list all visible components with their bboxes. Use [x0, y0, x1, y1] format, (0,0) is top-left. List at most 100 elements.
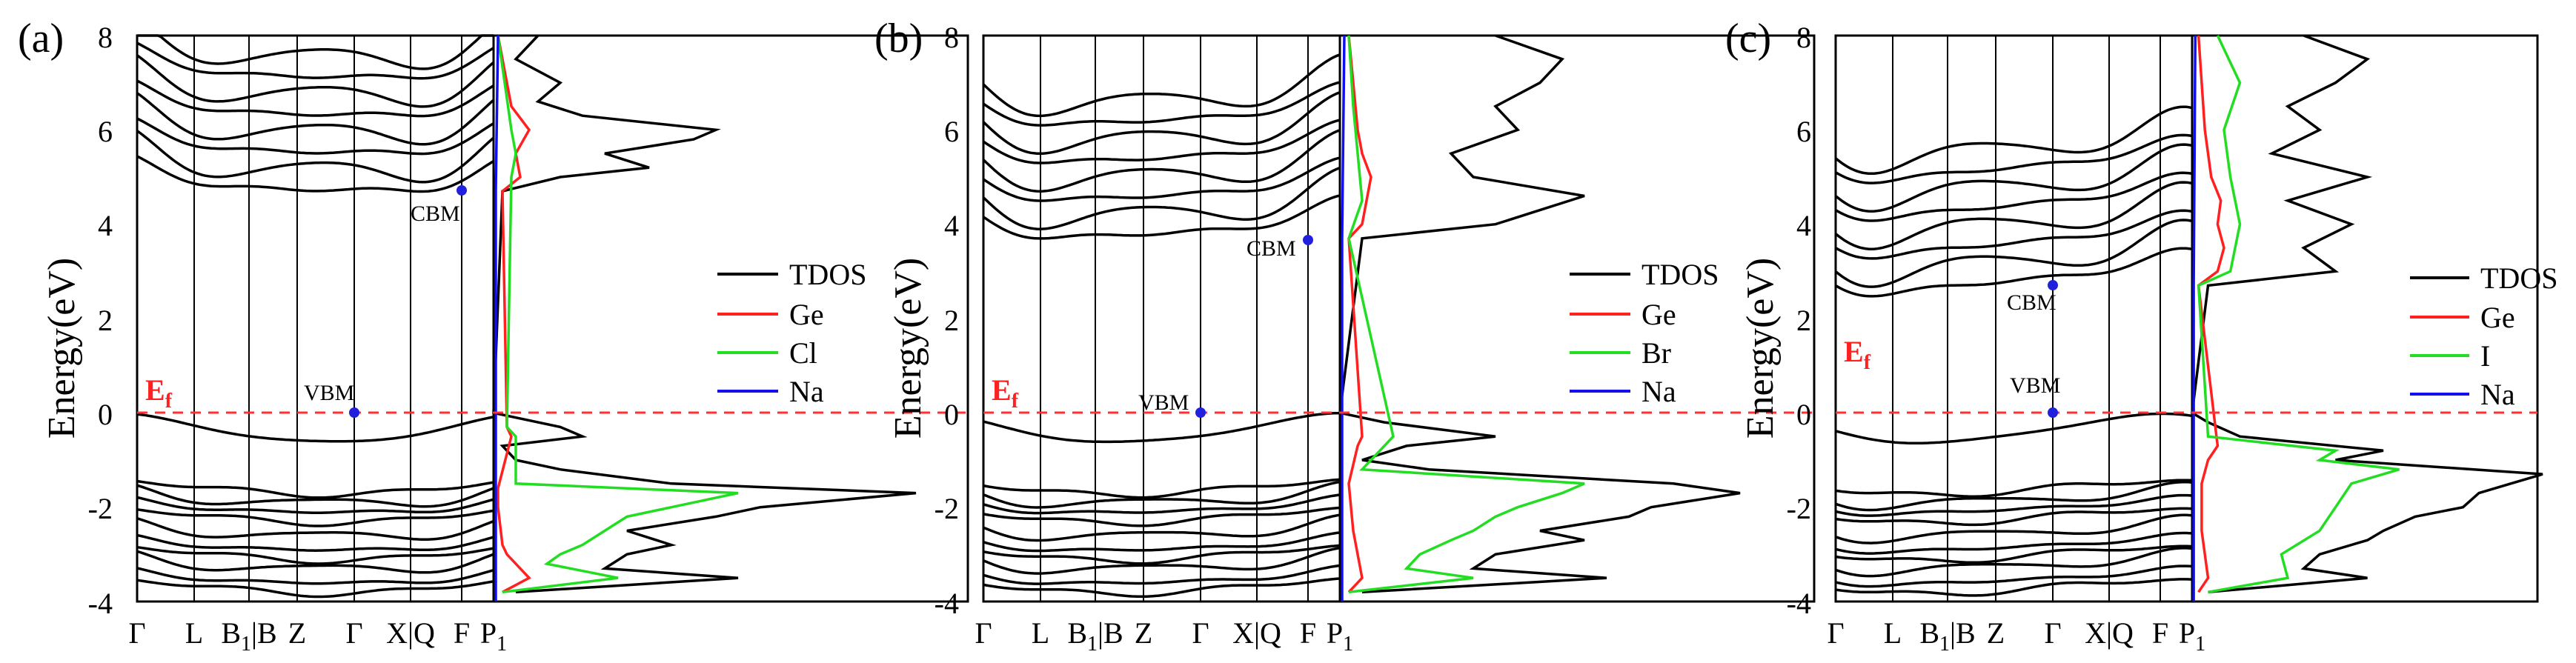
band-line: [1834, 219, 2193, 288]
y-tick-label: 6: [944, 115, 959, 148]
dos-curve-na: [1341, 35, 1346, 602]
k-label: F: [2152, 616, 2168, 650]
band-line: [983, 411, 1341, 444]
k-label: L: [1884, 616, 1902, 650]
y-tick-label: 8: [944, 21, 959, 54]
y-tick-label: 0: [944, 398, 959, 431]
y-tick-label: 6: [98, 115, 113, 148]
high-symmetry-lines: [1892, 36, 2161, 602]
y-axis-label: Energy(eV): [887, 258, 929, 439]
y-tick-labels: -4 -2 0 2 4 6 8: [1787, 21, 1811, 620]
y-axis-label: Energy(eV): [1739, 258, 1782, 439]
band-line: [1835, 493, 2193, 517]
k-label: P1: [2179, 616, 2205, 656]
band-lines: [982, 53, 1341, 599]
dos-curves: [1338, 34, 1741, 602]
dos-curves: [492, 34, 917, 602]
band-line: [1835, 507, 2193, 527]
band-line: [136, 496, 494, 514]
y-tick-labels: -4 -2 0 2 4 6 8: [88, 21, 113, 620]
y-tick-label: 4: [1796, 209, 1811, 242]
band-line: [983, 478, 1341, 499]
k-path-labels: Γ L B1|B Z Γ X|Q F P1: [1827, 616, 2205, 656]
dos-curve-cl: [497, 35, 739, 594]
cbm-marker: [2048, 280, 2058, 290]
panel-label: (c): [1725, 16, 1771, 61]
band-line: [136, 484, 494, 508]
k-label: Γ: [2044, 616, 2061, 650]
legend-label-tdos: TDOS: [2480, 261, 2557, 295]
band-line: [983, 493, 1341, 515]
band-frame: [1834, 34, 2194, 603]
band-line: [983, 513, 1341, 542]
dos-frame: [492, 34, 969, 603]
dos-curve-i: [2197, 35, 2400, 594]
band-line: [136, 130, 495, 184]
band-line: [136, 41, 494, 80]
band-line: [1835, 480, 2193, 512]
y-tick-label: -4: [935, 587, 959, 620]
band-line: [1835, 133, 2193, 184]
band-line: [136, 533, 494, 552]
y-tick-label: 8: [1796, 21, 1811, 54]
k-label: Z: [288, 616, 306, 650]
band-line: [137, 34, 494, 70]
dos-curve-ge: [497, 35, 531, 593]
y-tick-labels: -4 -2 0 2 4 6 8: [935, 21, 959, 620]
legend-label-halogen: Br: [1641, 336, 1671, 370]
k-label: Γ: [1192, 616, 1209, 650]
band-line: [983, 544, 1341, 565]
cbm-label: CBM: [2007, 290, 2057, 315]
band-line: [1835, 531, 2193, 555]
band-line: [136, 545, 494, 565]
y-axis-label: Energy(eV): [41, 258, 83, 439]
dos-curve-na: [494, 35, 499, 602]
band-lines: [1834, 105, 2193, 597]
band-line: [983, 531, 1341, 553]
band-plot-area: [982, 34, 1341, 603]
y-tick-label: 4: [98, 209, 113, 242]
vbm-label: VBM: [1138, 390, 1189, 415]
y-tick-label: -2: [935, 492, 959, 525]
band-line: [982, 53, 1341, 118]
band-line: [983, 506, 1341, 527]
y-tick-label: -4: [1787, 587, 1811, 620]
band-line: [1835, 564, 2193, 588]
k-label: P1: [480, 616, 507, 656]
k-label: Z: [1987, 616, 2005, 650]
k-label: Γ: [345, 616, 362, 650]
panel-c: (c) Energy(eV) -4 -2 0 2 4 6 8 Γ L B1|B …: [1725, 16, 2557, 656]
k-label: L: [1032, 616, 1049, 650]
k-label: Γ: [1827, 616, 1844, 650]
cbm-marker: [1303, 235, 1313, 245]
band-line: [1834, 105, 2193, 176]
legend: TDOS Ge I Na: [2410, 261, 2557, 411]
k-label: B1|B: [1919, 616, 1975, 656]
legend-label-tdos: TDOS: [789, 258, 866, 291]
y-tick-label: -4: [88, 587, 113, 620]
band-line: [1835, 209, 2193, 260]
band-line: [136, 507, 494, 527]
fermi-level-label: Ef: [145, 373, 173, 413]
dos-plot-area: [492, 34, 969, 603]
y-tick-label: 2: [944, 304, 959, 337]
k-label: B1|B: [221, 616, 276, 656]
band-line: [1835, 544, 2193, 564]
band-line: [982, 166, 1341, 230]
legend-label-tdos: TDOS: [1641, 258, 1719, 291]
band-line: [136, 155, 494, 193]
y-tick-label: 6: [1796, 115, 1811, 148]
y-tick-label: 0: [98, 398, 113, 431]
legend-label-ge: Ge: [2480, 301, 2515, 334]
dos-curve-na: [2192, 35, 2197, 602]
legend-label-ge: Ge: [1641, 298, 1676, 331]
band-line: [1835, 547, 2193, 578]
vbm-marker: [1195, 407, 1206, 418]
y-tick-label: 8: [98, 21, 113, 54]
dos-curves: [2191, 34, 2543, 602]
y-tick-label: 2: [1796, 304, 1811, 337]
band-line: [983, 119, 1341, 164]
legend-label-ge: Ge: [789, 298, 824, 331]
band-line: [1835, 578, 2193, 597]
